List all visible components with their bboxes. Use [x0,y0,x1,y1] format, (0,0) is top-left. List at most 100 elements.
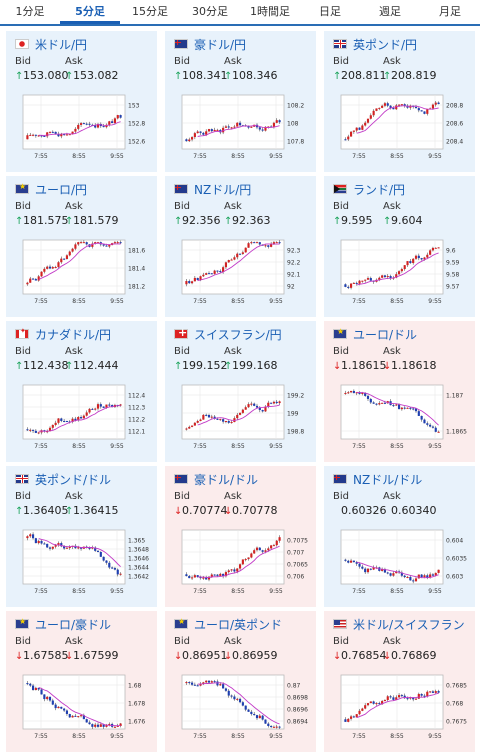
candlestick-chart[interactable]: 153 152.8 152.6 7:55 8:55 9:55 [15,91,153,167]
bull-candle [437,569,440,573]
currency-card[interactable]: 米ドル/円 Bid Ask ↑153.080 ↑153.082 153 152.8… [6,31,157,172]
currency-card[interactable]: 米ドル/スイスフラン Bid Ask ↓0.76854 ↓0.76869 0.7… [324,611,475,752]
bull-candle [267,548,270,551]
currency-card[interactable]: ユーロ/ドル Bid Ask ↓1.18615 ↓1.18618 1.1871.… [324,321,475,462]
bear-candle [60,706,63,709]
bull-candle [68,251,71,256]
bull-candle [383,699,387,702]
bull-candle [48,427,52,432]
tab-7[interactable]: 月足 [439,5,461,18]
tab-5[interactable]: 日足 [319,5,341,18]
bear-candle [216,418,219,420]
currency-card[interactable]: スイスフラン/円 Bid Ask ↑199.152 ↑199.168 199.2… [165,321,316,462]
bull-candle [395,404,398,406]
bear-candle [188,281,191,284]
x-tick-label: 7:55 [34,733,48,740]
bull-candle [434,247,437,249]
candlestick-chart[interactable]: 0.7075 0.707 0.7065 0.706 7:55 8:55 9:55 [174,526,312,602]
candlestick-chart[interactable]: 181.6 181.4 181.2 7:55 8:55 9:55 [15,236,153,312]
bull-candle [434,572,437,576]
candlestick-chart[interactable]: 108.2 108 107.8 7:55 8:55 9:55 [174,91,312,167]
candlestick-chart[interactable]: 0.87 0.8698 0.8696 0.8694 7:55 8:55 9:55 [174,671,312,747]
pair-name-link[interactable]: 豪ドル/円 [194,37,247,52]
tab-0[interactable]: 1分足 [15,5,45,18]
y-tick-label: 0.7075 [287,538,308,545]
currency-card[interactable]: 英ポンド/ドル Bid Ask ↑1.36405 ↑1.36415 1.365 1… [6,466,157,607]
pair-name-link[interactable]: 米ドル/円 [35,37,88,52]
candlestick-chart[interactable]: 112.4 112.3 112.2 112.1 7:55 8:55 9:55 [15,381,153,457]
candlestick-chart[interactable]: 9.6 9.59 9.58 9.57 7:55 8:55 9:55 [333,236,471,312]
currency-card[interactable]: 豪ドル/ドル Bid Ask ↓0.70774 ↓0.70778 0.7075 0… [165,466,316,607]
bull-candle [196,131,199,134]
y-tick-label: 112.4 [128,393,145,400]
candlestick-chart[interactable]: 92.3 92.2 92.1 92 7:55 8:55 9:55 [174,236,312,312]
candlestick-chart[interactable]: 1.365 1.3648 1.3646 1.3644 1.3642 7:55 8:55 9:5… [15,526,153,602]
bear-candle [352,560,355,563]
bear-candle [91,724,94,727]
up-arrow-icon: ↑ [65,361,74,372]
pair-name-link[interactable]: カナダドル/円 [35,327,112,342]
bid-price: ↓0.76854 [333,649,387,663]
bear-candle [420,258,423,260]
currency-card[interactable]: ユーロ/豪ドル Bid Ask ↓1.67585 ↓1.67599 1.681.… [6,611,157,752]
currency-card[interactable]: ユーロ/英ポンド Bid Ask ↓0.86951 ↓0.86959 0.870… [165,611,316,752]
pair-name-link[interactable]: スイスフラン/円 [194,327,282,342]
pair-name-link[interactable]: ユーロ/英ポンド [194,617,283,632]
pair-name-link[interactable]: ユーロ/円 [35,182,88,197]
bear-candle [389,105,392,108]
bear-candle [63,420,66,422]
y-tick-label: 1.3642 [128,574,149,581]
bear-candle [207,680,211,683]
bull-candle [77,417,80,421]
currency-card[interactable]: 豪ドル/円 Bid Ask ↑108.341 ↑108.346 108.2 108… [165,31,316,172]
tab-3[interactable]: 30分足 [192,5,228,18]
bull-candle [29,134,32,136]
pair-name-link[interactable]: ユーロ/豪ドル [35,617,112,632]
candlestick-chart[interactable]: 0.604 0.6035 0.603 7:55 8:55 9:55 [333,526,471,602]
currency-card[interactable]: 英ポンド/円 Bid Ask ↑208.811 ↑208.819 208.8 20… [324,31,475,172]
pair-name-link[interactable]: NZドル/ドル [353,472,423,487]
candlestick-chart[interactable]: 208.8 208.6 208.4 7:55 8:55 9:55 [333,91,471,167]
bull-candle [108,121,111,125]
bull-candle [224,126,228,128]
pair-name-link[interactable]: NZドル/円 [194,182,252,197]
currency-card[interactable]: NZドル/円 Bid Ask ↑92.356 ↑92.363 92.3 92.2 9… [165,176,316,317]
candlestick-chart[interactable]: 0.7685 0.768 0.7675 7:55 8:55 9:55 [333,671,471,747]
ask-label: Ask [65,491,83,502]
bear-candle [196,575,199,578]
candlestick-chart[interactable]: 1.187 1.1865 7:55 8:55 9:55 [333,381,471,457]
bear-candle [431,691,435,693]
bid-value: 112.438 [23,359,69,372]
candlestick-chart[interactable]: 1.68 1.678 1.676 7:55 8:55 9:55 [15,671,153,747]
currency-card[interactable]: ランド/円 Bid Ask ↑9.595 ↑9.604 9.6 9.59 9.58 9… [324,176,475,317]
bid-label: Bid [15,201,31,212]
pair-name-link[interactable]: ランド/円 [353,182,406,197]
bull-candle [79,123,83,125]
bear-candle [65,421,69,423]
pair-name-link[interactable]: 英ポンド/ドル [35,472,112,487]
currency-card[interactable]: カナダドル/円 Bid Ask ↑112.438 ↑112.444 112.41… [6,321,157,462]
tab-2[interactable]: 15分足 [132,5,168,18]
tab-6[interactable]: 週足 [379,5,401,18]
currency-grid: 米ドル/円 Bid Ask ↑153.080 ↑153.082 153 152.8… [6,31,475,752]
price-labels: Bid Ask [174,491,309,503]
pair-name-link[interactable]: 米ドル/スイスフラン [353,617,465,632]
ask-label: Ask [383,636,401,647]
bear-candle [119,242,122,244]
candlestick-chart[interactable]: 199.2 199 198.8 7:55 8:55 9:55 [174,381,312,457]
currency-card[interactable]: NZドル/ドル Bid Ask 0.60326 0.60340 0.604 0.6… [324,466,475,607]
pair-name-link[interactable]: 英ポンド/円 [353,37,418,52]
x-tick-label: 7:55 [193,588,207,595]
bear-candle [392,405,395,407]
bull-candle [236,698,239,700]
y-tick-label: 153 [128,103,140,110]
pair-name-link[interactable]: 豪ドル/ドル [194,472,259,487]
tab-4[interactable]: 1時間足 [250,5,290,18]
tab-1[interactable]: 5分足 [60,0,120,24]
bear-candle [429,424,432,427]
pair-name-link[interactable]: ユーロ/ドル [353,327,418,342]
bear-candle [414,408,418,412]
bull-candle [219,684,222,686]
currency-card[interactable]: ユーロ/円 Bid Ask ↑181.575 ↑181.579 181.6181… [6,176,157,317]
price-labels: Bid Ask [15,346,150,358]
